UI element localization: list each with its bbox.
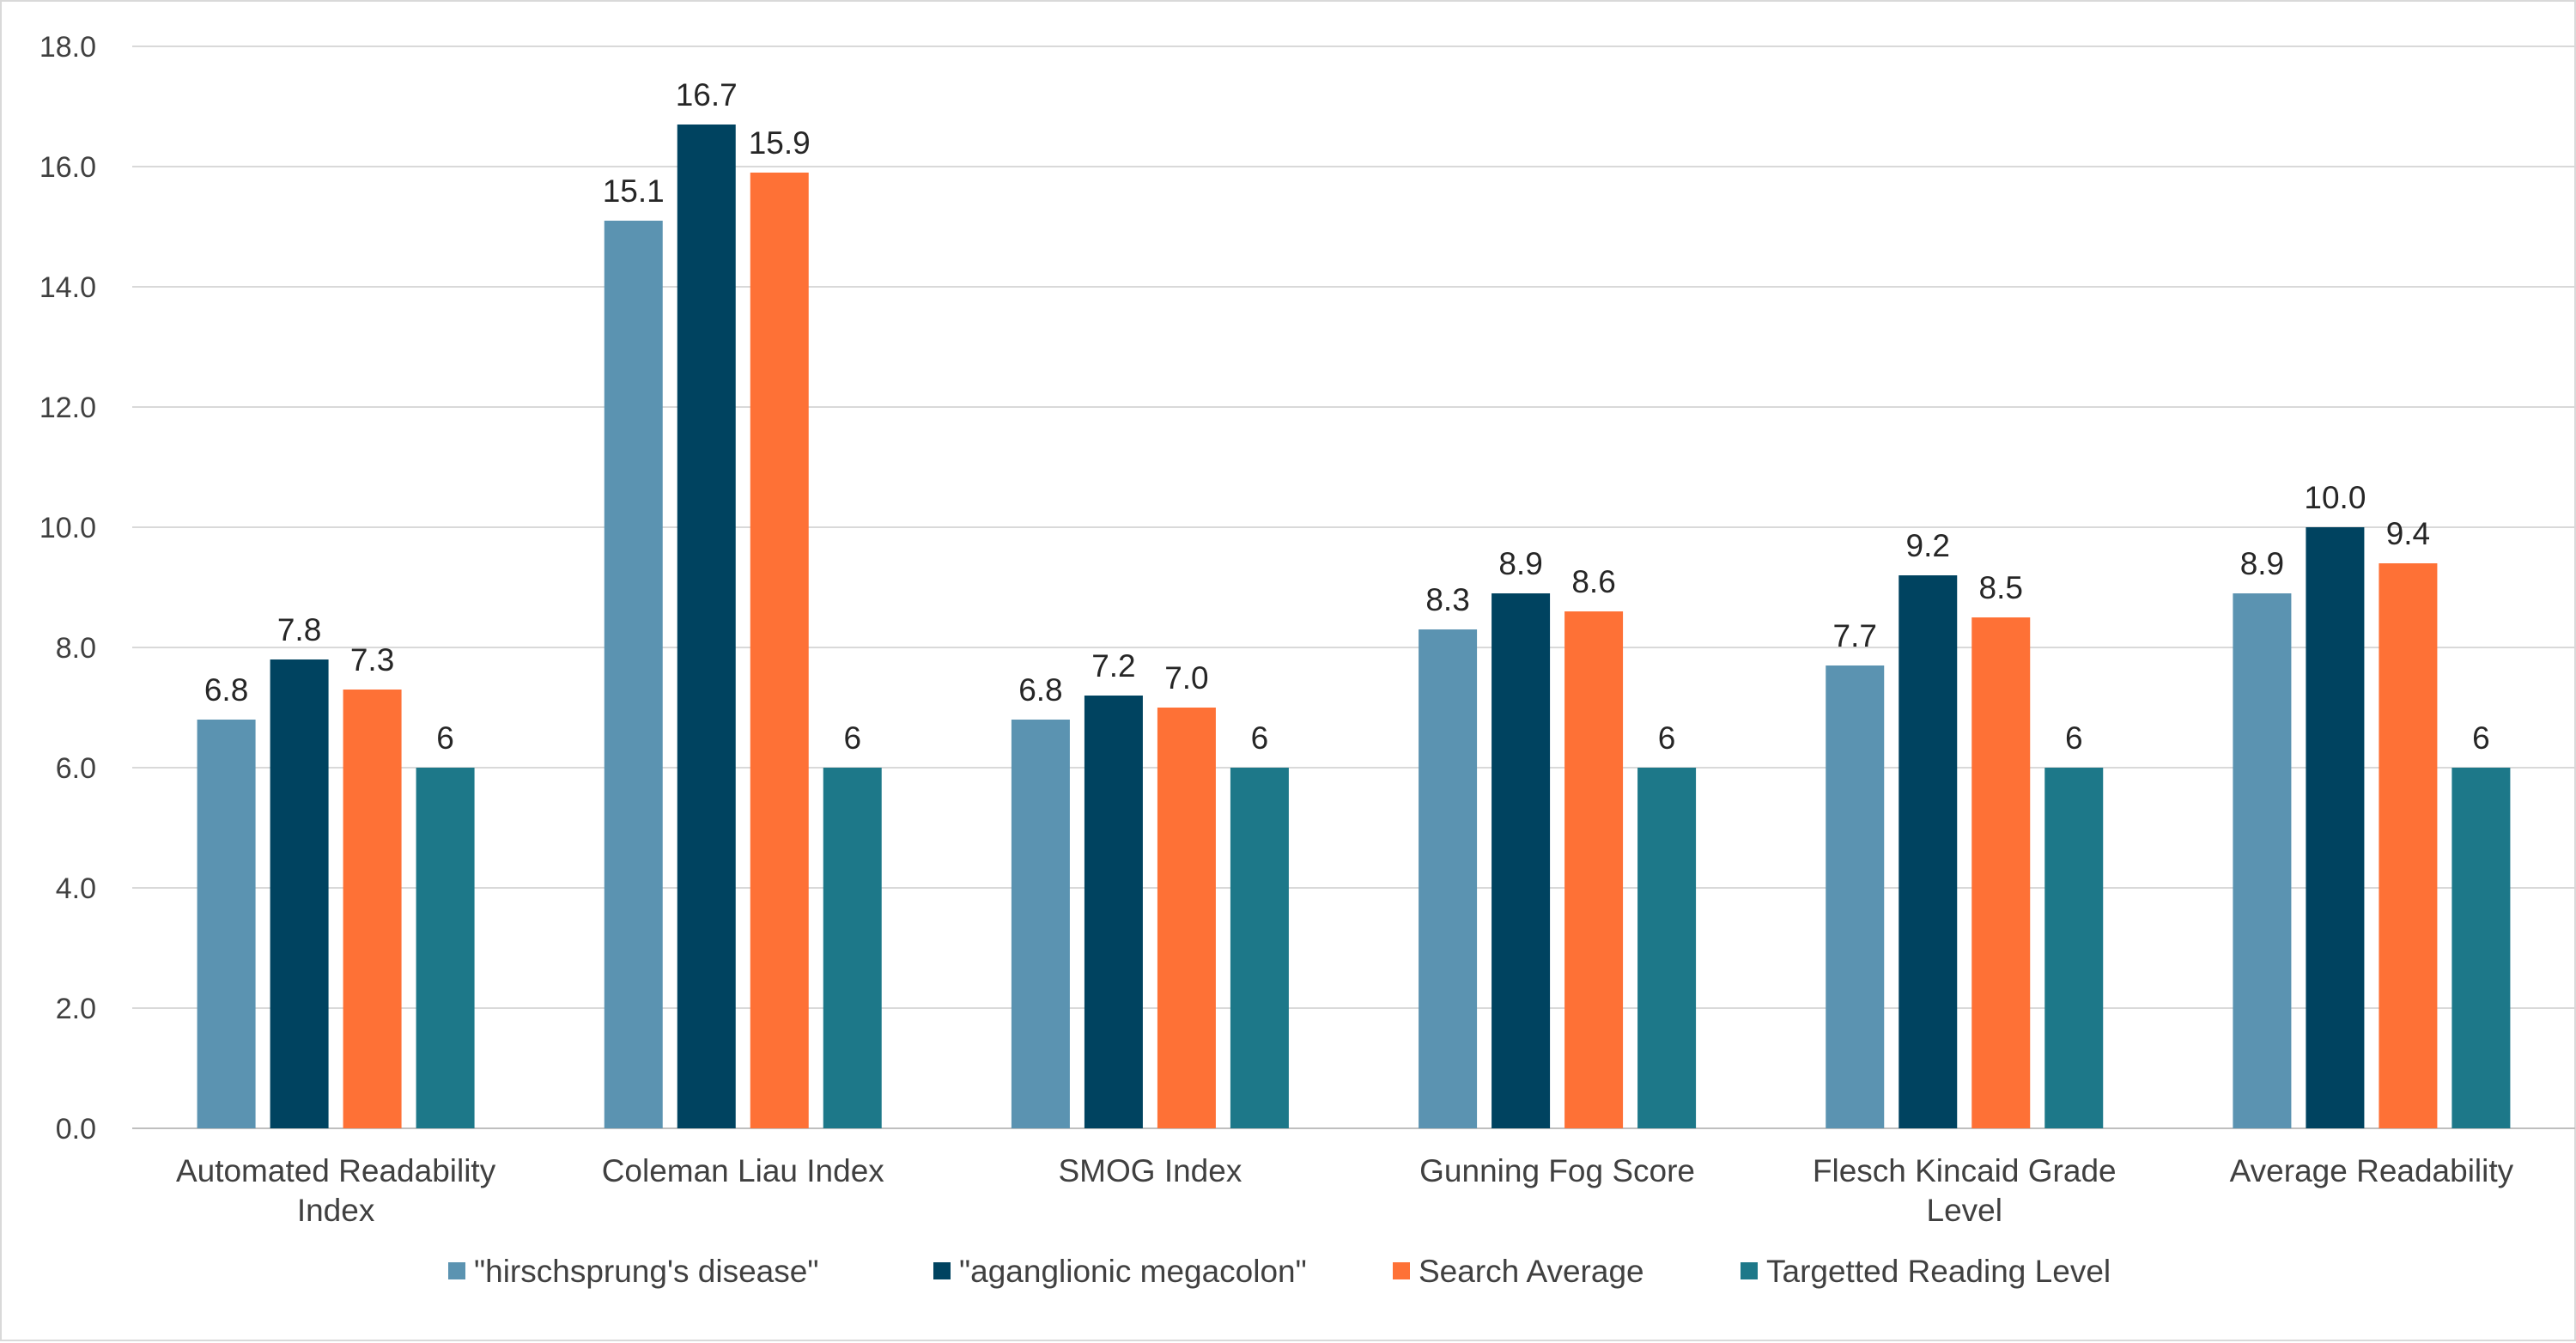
bar: [2379, 563, 2438, 1128]
legend: "hirschsprung's disease" "aganglionic meg…: [448, 1254, 2111, 1289]
bar: [1230, 768, 1289, 1128]
data-label: 7.0: [1164, 660, 1208, 696]
y-tick-label: 10.0: [39, 512, 96, 544]
data-label: 7.3: [350, 642, 394, 678]
x-axis-categories: Automated Readability Index Coleman Liau I…: [176, 1153, 2514, 1228]
data-label: 6.8: [1018, 672, 1062, 708]
data-label: 7.2: [1091, 648, 1135, 684]
bar: [1899, 575, 1958, 1128]
y-tick-label: 6.0: [56, 752, 96, 785]
bar: [1826, 665, 1885, 1128]
legend-swatch: [1393, 1262, 1410, 1279]
data-label: 6: [2472, 720, 2490, 756]
category-label: Gunning Fog Score: [1419, 1153, 1695, 1188]
bar: [197, 720, 256, 1128]
data-label: 6: [1251, 720, 1269, 756]
data-label: 15.9: [749, 125, 811, 161]
data-label: 6.8: [204, 672, 248, 708]
bar: [1011, 720, 1070, 1128]
bar: [2451, 768, 2511, 1128]
legend-swatch: [933, 1262, 951, 1279]
category-label: SMOG Index: [1058, 1153, 1242, 1188]
data-label: 8.9: [2240, 546, 2284, 581]
bar: [750, 173, 809, 1128]
data-label: 16.7: [676, 77, 738, 112]
legend-label: "hirschsprung's disease": [474, 1254, 818, 1289]
data-label: 7.8: [277, 612, 321, 647]
legend-label: Targetted Reading Level: [1766, 1254, 2111, 1289]
data-labels: 6.8 7.8 7.3 6 15.1 16.7 15.9 6 6.8 7.2 7.0 6 8.3 8.9 8…: [204, 77, 2490, 756]
data-label: 6: [843, 720, 861, 756]
category-label: Flesch Kincaid Grade: [1813, 1153, 2117, 1188]
y-tick-label: 8.0: [56, 632, 96, 665]
bar: [1084, 696, 1143, 1128]
data-label: 6: [436, 720, 454, 756]
gridlines: [132, 46, 2575, 1129]
data-label: 9.4: [2386, 516, 2430, 551]
legend-swatch: [448, 1262, 465, 1279]
bar: [1419, 629, 1478, 1128]
data-label: 6: [2065, 720, 2083, 756]
data-label: 9.2: [1906, 528, 1950, 563]
bar: [2044, 768, 2104, 1128]
y-tick-label: 0.0: [56, 1113, 96, 1146]
bar: [1971, 617, 2031, 1128]
data-label: 10.0: [2304, 480, 2366, 515]
y-tick-label: 14.0: [39, 271, 96, 304]
bar: [416, 768, 475, 1128]
bar: [1492, 593, 1551, 1128]
y-tick-label: 2.0: [56, 993, 96, 1025]
data-label: 7.7: [1833, 618, 1877, 653]
y-tick-label: 18.0: [39, 31, 96, 64]
category-label: Level: [1927, 1193, 2002, 1228]
category-label: Index: [297, 1193, 375, 1228]
category-label: Average Readability: [2230, 1153, 2514, 1188]
bar: [1157, 708, 1216, 1128]
data-label: 8.9: [1498, 546, 1542, 581]
legend-label: "aganglionic megacolon": [959, 1254, 1307, 1289]
bar: [1637, 768, 1697, 1128]
bar: [604, 221, 663, 1128]
bar: [270, 659, 329, 1128]
data-label: 8.5: [1979, 570, 2023, 605]
y-tick-label: 12.0: [39, 392, 96, 424]
y-tick-label: 16.0: [39, 151, 96, 184]
data-label: 6: [1658, 720, 1676, 756]
bar: [343, 690, 402, 1128]
data-label: 8.6: [1571, 564, 1615, 599]
bar: [2306, 527, 2365, 1128]
legend-swatch: [1741, 1262, 1758, 1279]
category-label: Coleman Liau Index: [602, 1153, 885, 1188]
category-label: Automated Readability: [176, 1153, 496, 1188]
data-label: 8.3: [1425, 582, 1469, 617]
bar: [677, 125, 736, 1128]
y-tick-label: 4.0: [56, 872, 96, 905]
bars: [197, 125, 2511, 1128]
y-axis-ticks: 0.0 2.0 4.0 6.0 8.0 10.0 12.0 14.0 16.0 18.0: [39, 31, 96, 1146]
data-label: 15.1: [603, 173, 665, 209]
bar: [1564, 611, 1624, 1128]
bar: [823, 768, 882, 1128]
legend-label: Search Average: [1419, 1254, 1644, 1289]
bar: [2233, 593, 2292, 1128]
